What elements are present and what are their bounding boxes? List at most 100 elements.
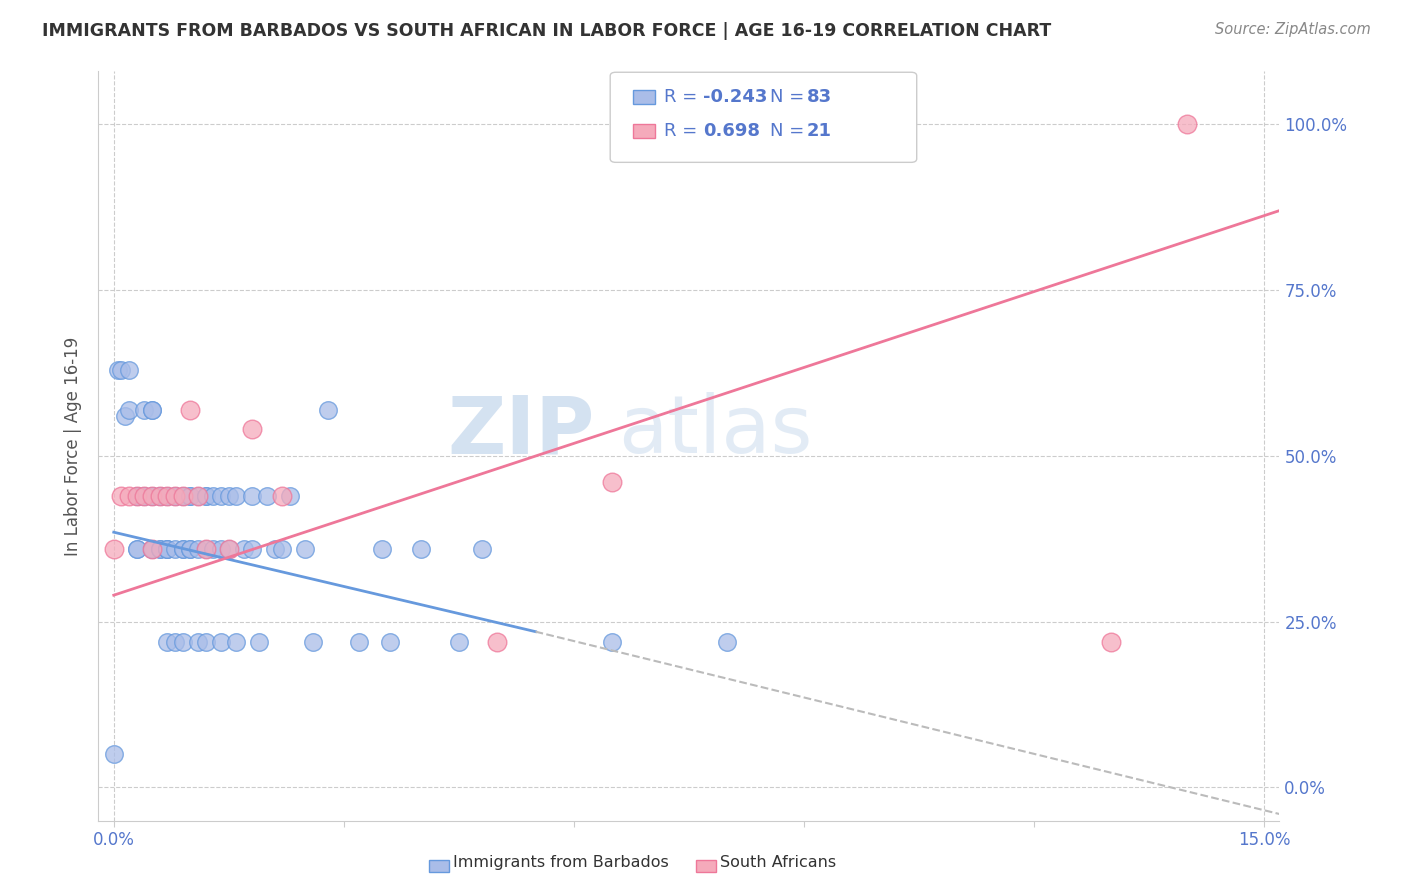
- Point: [256, 489, 278, 503]
- Point: [149, 489, 172, 503]
- Point: [179, 489, 201, 503]
- Point: [187, 541, 209, 556]
- Point: [371, 541, 394, 556]
- Point: [179, 541, 201, 556]
- Text: R =: R =: [664, 122, 703, 140]
- Point: [149, 541, 172, 556]
- Point: [134, 489, 156, 503]
- Point: [149, 541, 172, 556]
- Point: [172, 489, 194, 503]
- Point: [125, 489, 148, 503]
- Point: [202, 541, 225, 556]
- Point: [240, 489, 263, 503]
- Point: [172, 489, 194, 503]
- Point: [134, 489, 156, 503]
- Point: [103, 747, 125, 762]
- Point: [486, 634, 509, 648]
- Text: IMMIGRANTS FROM BARBADOS VS SOUTH AFRICAN IN LABOR FORCE | AGE 16-19 CORRELATION: IMMIGRANTS FROM BARBADOS VS SOUTH AFRICA…: [42, 22, 1052, 40]
- Text: Source: ZipAtlas.com: Source: ZipAtlas.com: [1215, 22, 1371, 37]
- Point: [149, 489, 172, 503]
- Point: [409, 541, 432, 556]
- Point: [165, 489, 187, 503]
- Point: [156, 634, 179, 648]
- Point: [194, 489, 217, 503]
- Point: [125, 489, 148, 503]
- Point: [141, 489, 163, 503]
- Point: [1177, 117, 1199, 131]
- Point: [172, 489, 194, 503]
- Point: [194, 489, 217, 503]
- Point: [141, 489, 163, 503]
- Point: [149, 489, 172, 503]
- Point: [165, 489, 187, 503]
- Point: [249, 634, 271, 648]
- Point: [209, 541, 232, 556]
- Point: [233, 541, 256, 556]
- Point: [165, 489, 187, 503]
- Point: [179, 489, 201, 503]
- Point: [141, 402, 163, 417]
- Text: N =: N =: [770, 122, 810, 140]
- Point: [187, 489, 209, 503]
- Text: R =: R =: [664, 88, 703, 106]
- Point: [134, 402, 156, 417]
- Point: [165, 634, 187, 648]
- Point: [156, 541, 179, 556]
- Text: Immigrants from Barbados: Immigrants from Barbados: [453, 855, 668, 870]
- Point: [141, 489, 163, 503]
- Text: 83: 83: [807, 88, 832, 106]
- Point: [141, 541, 163, 556]
- Point: [149, 489, 172, 503]
- Point: [118, 363, 141, 377]
- Text: 0.698: 0.698: [703, 122, 761, 140]
- Point: [134, 489, 156, 503]
- Point: [156, 489, 179, 503]
- Point: [107, 363, 129, 377]
- Point: [240, 422, 263, 436]
- Point: [165, 541, 187, 556]
- Point: [194, 541, 217, 556]
- Point: [156, 489, 179, 503]
- Point: [1099, 634, 1122, 648]
- Point: [110, 363, 132, 377]
- Point: [118, 489, 141, 503]
- Point: [125, 541, 148, 556]
- Point: [187, 489, 209, 503]
- Point: [141, 541, 163, 556]
- Point: [218, 489, 240, 503]
- Point: [156, 489, 179, 503]
- Point: [141, 541, 163, 556]
- Point: [125, 541, 148, 556]
- Point: [209, 634, 232, 648]
- Point: [278, 489, 301, 503]
- Point: [378, 634, 401, 648]
- Point: [600, 475, 623, 490]
- Point: [225, 489, 247, 503]
- Point: [271, 541, 294, 556]
- Point: [716, 634, 738, 648]
- Point: [447, 634, 470, 648]
- Point: [103, 541, 125, 556]
- Text: -0.243: -0.243: [703, 88, 768, 106]
- Point: [271, 489, 294, 503]
- Point: [194, 541, 217, 556]
- Point: [110, 489, 132, 503]
- Text: 21: 21: [807, 122, 832, 140]
- Point: [209, 489, 232, 503]
- Point: [172, 541, 194, 556]
- Point: [187, 634, 209, 648]
- Point: [225, 634, 247, 648]
- Point: [240, 541, 263, 556]
- Point: [165, 489, 187, 503]
- Point: [179, 402, 201, 417]
- Point: [600, 634, 623, 648]
- Point: [172, 541, 194, 556]
- Point: [141, 489, 163, 503]
- Point: [318, 402, 340, 417]
- Point: [263, 541, 285, 556]
- Point: [194, 634, 217, 648]
- Text: atlas: atlas: [619, 392, 813, 470]
- Point: [156, 541, 179, 556]
- Point: [294, 541, 316, 556]
- Point: [202, 489, 225, 503]
